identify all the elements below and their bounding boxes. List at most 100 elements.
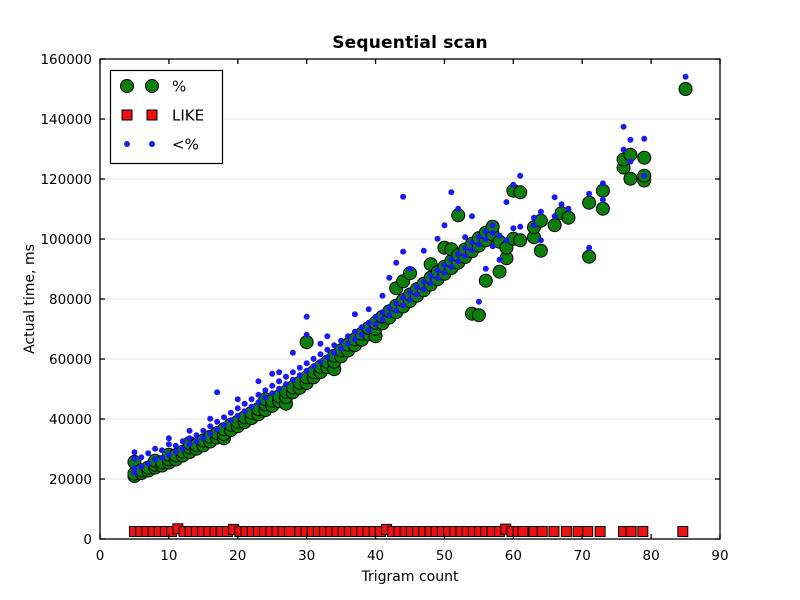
y-tick-label: 80000 — [49, 292, 92, 308]
legend-marker-like — [146, 109, 158, 121]
point-lt-percent — [441, 269, 448, 276]
point-like — [283, 526, 295, 537]
point-like — [637, 526, 649, 537]
legend-marker-lt-percent — [124, 141, 130, 147]
point-like — [536, 526, 548, 537]
point-percent — [637, 150, 652, 165]
y-tick-label: 120000 — [40, 172, 92, 188]
point-percent — [623, 171, 638, 186]
point-lt-percent — [475, 233, 482, 240]
point-lt-percent — [510, 225, 517, 232]
point-lt-percent — [200, 435, 207, 442]
point-lt-percent — [462, 234, 469, 241]
legend-marker-lt-percent — [149, 141, 155, 147]
point-lt-percent — [565, 205, 572, 212]
point-lt-percent — [345, 340, 351, 347]
point-lt-percent — [599, 180, 606, 187]
point-lt-percent — [400, 302, 407, 309]
point-lt-percent — [289, 376, 296, 383]
point-lt-percent — [289, 349, 296, 356]
point-lt-percent — [131, 449, 138, 456]
point-lt-percent — [262, 394, 269, 401]
point-lt-percent — [379, 292, 386, 299]
point-lt-percent — [365, 306, 372, 313]
point-lt-percent — [324, 346, 331, 353]
point-lt-percent — [489, 243, 496, 250]
point-lt-percent — [165, 435, 172, 442]
point-lt-percent — [241, 400, 248, 407]
point-lt-percent — [531, 214, 537, 221]
point-lt-percent — [434, 267, 441, 274]
point-like — [548, 526, 560, 537]
point-lt-percent — [475, 241, 482, 248]
point-lt-percent — [269, 390, 276, 397]
point-lt-percent — [255, 391, 262, 398]
x-axis-label: Trigram count — [361, 569, 459, 585]
point-percent — [561, 210, 576, 225]
point-lt-percent — [462, 245, 469, 252]
point-lt-percent — [303, 367, 310, 374]
legend-marker-percent — [120, 79, 134, 93]
legend-marker-like — [121, 109, 133, 121]
y-tick-label: 160000 — [40, 52, 92, 68]
point-lt-percent — [627, 158, 634, 165]
x-tick-label: 90 — [711, 548, 728, 564]
point-lt-percent — [289, 369, 296, 376]
point-lt-percent — [503, 199, 510, 206]
point-lt-percent — [627, 136, 634, 143]
point-lt-percent — [420, 247, 427, 254]
point-lt-percent — [131, 455, 138, 462]
point-lt-percent — [482, 236, 489, 242]
point-lt-percent — [193, 438, 200, 445]
point-lt-percent — [682, 73, 689, 80]
point-lt-percent — [558, 201, 565, 208]
point-lt-percent — [434, 235, 441, 242]
legend-label-percent: % — [172, 78, 186, 96]
point-lt-percent — [241, 408, 248, 415]
point-lt-percent — [358, 331, 365, 338]
point-lt-percent — [641, 172, 648, 179]
point-like — [594, 526, 606, 537]
y-tick-label: 140000 — [40, 112, 92, 128]
point-lt-percent — [165, 451, 172, 458]
point-lt-percent — [420, 286, 427, 293]
point-lt-percent — [351, 336, 358, 343]
point-percent — [492, 264, 507, 279]
point-lt-percent — [510, 181, 517, 188]
point-lt-percent — [248, 396, 255, 403]
point-lt-percent — [400, 248, 407, 255]
x-tick-label: 10 — [160, 548, 177, 564]
point-lt-percent — [372, 313, 379, 320]
point-lt-percent — [338, 345, 345, 352]
point-lt-percent — [586, 190, 593, 197]
point-lt-percent — [145, 460, 152, 467]
point-lt-percent — [255, 399, 262, 406]
point-lt-percent — [172, 442, 179, 449]
x-tick-label: 0 — [96, 548, 105, 564]
point-lt-percent — [138, 454, 145, 461]
point-like — [625, 526, 637, 537]
point-lt-percent — [317, 340, 324, 347]
point-lt-percent — [186, 435, 193, 442]
point-like — [560, 526, 572, 537]
point-lt-percent — [193, 432, 200, 439]
y-tick-label: 20000 — [49, 472, 92, 488]
point-lt-percent — [496, 232, 503, 239]
point-lt-percent — [207, 423, 214, 430]
point-lt-percent — [448, 189, 455, 196]
point-percent — [547, 218, 562, 233]
point-lt-percent — [186, 427, 193, 434]
point-lt-percent — [179, 438, 186, 445]
point-lt-percent — [145, 450, 152, 457]
point-lt-percent — [489, 222, 496, 229]
point-lt-percent — [234, 396, 241, 403]
point-lt-percent — [641, 135, 648, 142]
point-lt-percent — [482, 265, 489, 272]
point-lt-percent — [482, 228, 489, 235]
point-lt-percent — [400, 294, 407, 301]
point-lt-percent — [386, 304, 393, 311]
point-percent — [582, 195, 597, 210]
point-lt-percent — [393, 307, 400, 314]
point-percent — [582, 249, 597, 264]
